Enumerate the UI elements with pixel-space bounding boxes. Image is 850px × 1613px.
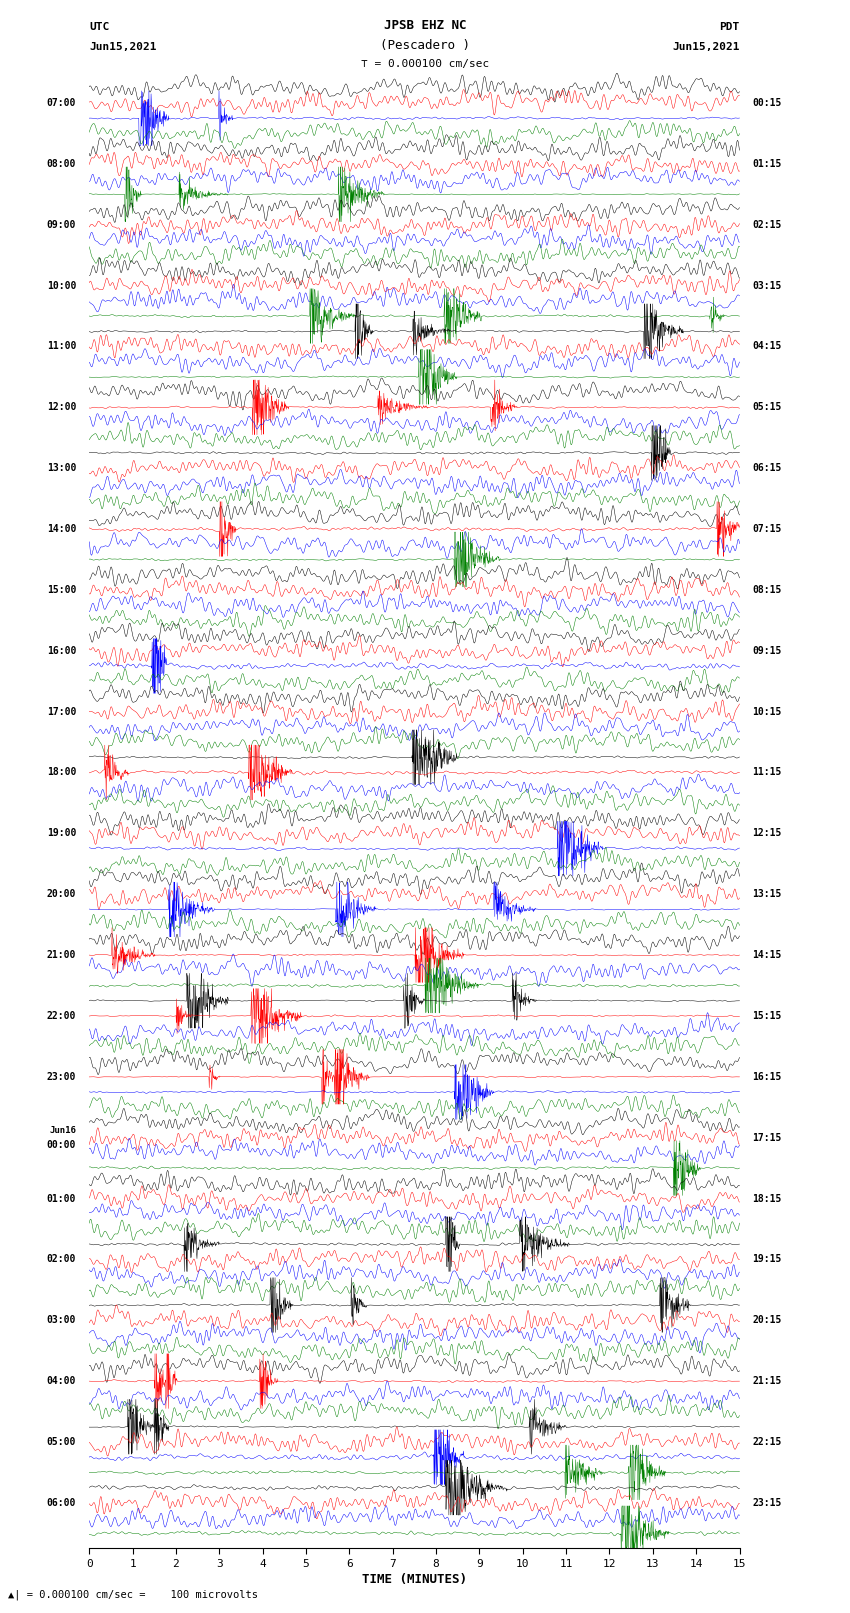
- Text: 05:15: 05:15: [752, 402, 782, 413]
- Text: JPSB EHZ NC: JPSB EHZ NC: [383, 19, 467, 32]
- Text: 11:00: 11:00: [47, 342, 76, 352]
- Text: 09:15: 09:15: [752, 645, 782, 656]
- Text: 06:15: 06:15: [752, 463, 782, 473]
- Text: 03:00: 03:00: [47, 1315, 76, 1326]
- Text: 22:00: 22:00: [47, 1011, 76, 1021]
- Text: 21:15: 21:15: [752, 1376, 782, 1386]
- Text: 16:15: 16:15: [752, 1071, 782, 1082]
- Text: ⊤ = 0.000100 cm/sec: ⊤ = 0.000100 cm/sec: [361, 60, 489, 69]
- Text: 02:15: 02:15: [752, 219, 782, 229]
- Text: 23:00: 23:00: [47, 1071, 76, 1082]
- Text: ▲| = 0.000100 cm/sec =    100 microvolts: ▲| = 0.000100 cm/sec = 100 microvolts: [8, 1589, 258, 1600]
- Text: 14:15: 14:15: [752, 950, 782, 960]
- Text: 10:15: 10:15: [752, 706, 782, 716]
- Text: 12:00: 12:00: [47, 402, 76, 413]
- Text: 12:15: 12:15: [752, 829, 782, 839]
- Text: 07:15: 07:15: [752, 524, 782, 534]
- Text: 14:00: 14:00: [47, 524, 76, 534]
- Text: 20:15: 20:15: [752, 1315, 782, 1326]
- Text: 18:00: 18:00: [47, 768, 76, 777]
- Text: 17:00: 17:00: [47, 706, 76, 716]
- Text: 17:15: 17:15: [752, 1132, 782, 1142]
- Text: 22:15: 22:15: [752, 1437, 782, 1447]
- Text: 02:00: 02:00: [47, 1255, 76, 1265]
- Text: 07:00: 07:00: [47, 98, 76, 108]
- Text: 00:00: 00:00: [47, 1140, 76, 1150]
- Text: Jun15,2021: Jun15,2021: [89, 42, 156, 52]
- Text: 10:00: 10:00: [47, 281, 76, 290]
- X-axis label: TIME (MINUTES): TIME (MINUTES): [362, 1573, 467, 1586]
- Text: Jun16: Jun16: [49, 1126, 76, 1136]
- Text: Jun15,2021: Jun15,2021: [672, 42, 740, 52]
- Text: 23:15: 23:15: [752, 1498, 782, 1508]
- Text: PDT: PDT: [719, 23, 740, 32]
- Text: 04:00: 04:00: [47, 1376, 76, 1386]
- Text: 19:15: 19:15: [752, 1255, 782, 1265]
- Text: 19:00: 19:00: [47, 829, 76, 839]
- Text: 04:15: 04:15: [752, 342, 782, 352]
- Text: 20:00: 20:00: [47, 889, 76, 898]
- Text: 00:15: 00:15: [752, 98, 782, 108]
- Text: UTC: UTC: [89, 23, 110, 32]
- Text: 03:15: 03:15: [752, 281, 782, 290]
- Text: 13:00: 13:00: [47, 463, 76, 473]
- Text: 06:00: 06:00: [47, 1498, 76, 1508]
- Text: 15:00: 15:00: [47, 586, 76, 595]
- Text: 18:15: 18:15: [752, 1194, 782, 1203]
- Text: 09:00: 09:00: [47, 219, 76, 229]
- Text: 05:00: 05:00: [47, 1437, 76, 1447]
- Text: 01:00: 01:00: [47, 1194, 76, 1203]
- Text: 21:00: 21:00: [47, 950, 76, 960]
- Text: 16:00: 16:00: [47, 645, 76, 656]
- Text: (Pescadero ): (Pescadero ): [380, 39, 470, 52]
- Text: 01:15: 01:15: [752, 158, 782, 169]
- Text: 15:15: 15:15: [752, 1011, 782, 1021]
- Text: 11:15: 11:15: [752, 768, 782, 777]
- Text: 13:15: 13:15: [752, 889, 782, 898]
- Text: 08:15: 08:15: [752, 586, 782, 595]
- Text: 08:00: 08:00: [47, 158, 76, 169]
